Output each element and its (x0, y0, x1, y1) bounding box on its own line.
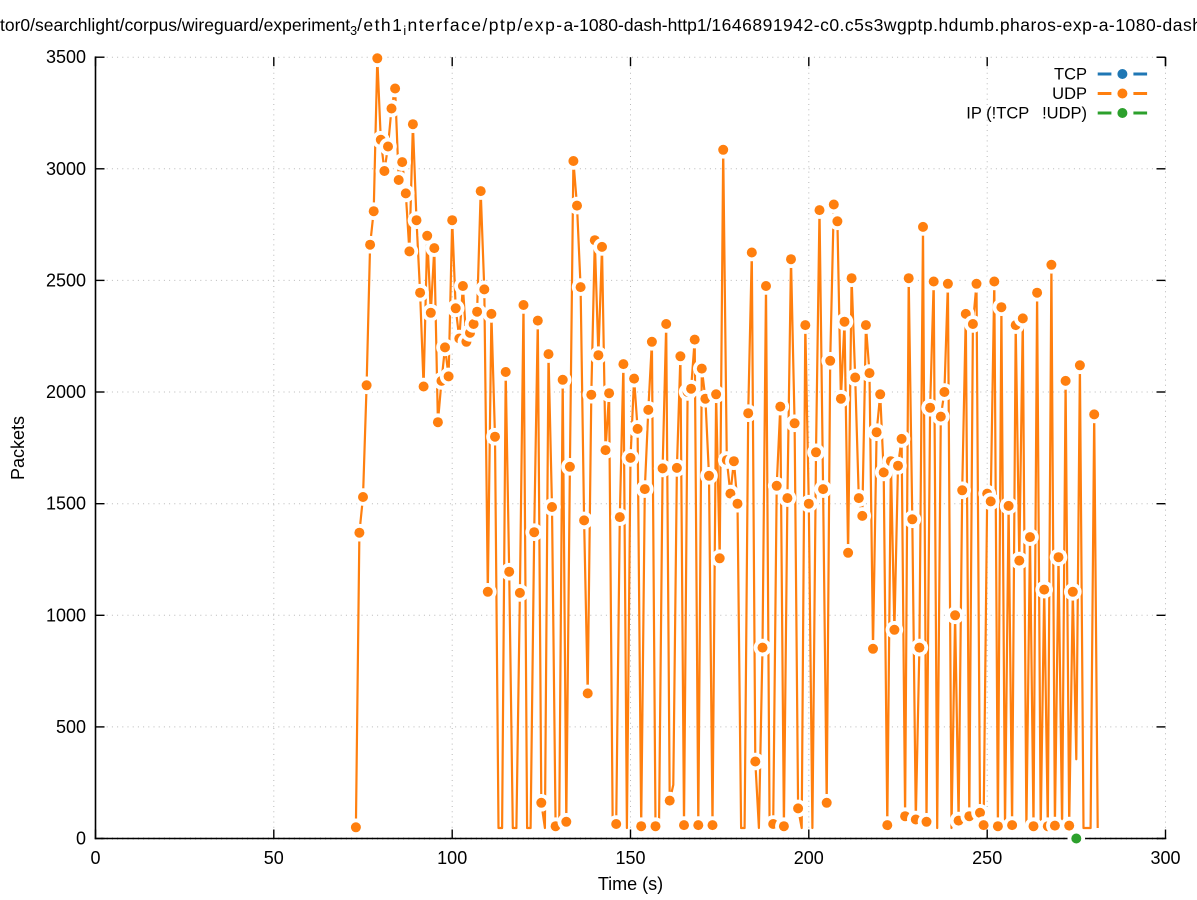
svg-text:50: 50 (264, 848, 284, 868)
svg-text:200: 200 (794, 848, 824, 868)
svg-text:IP (!TCP !UDP): IP (!TCP !UDP) (966, 105, 1087, 123)
svg-text:3500: 3500 (46, 47, 86, 67)
svg-text:100: 100 (437, 848, 467, 868)
svg-text:0: 0 (76, 829, 86, 849)
svg-text:2500: 2500 (46, 270, 86, 290)
svg-text:1500: 1500 (46, 494, 86, 514)
svg-text:Time (s): Time (s) (598, 874, 663, 894)
svg-text:3000: 3000 (46, 159, 86, 179)
svg-text:300: 300 (1150, 848, 1180, 868)
svg-text:150: 150 (615, 848, 645, 868)
svg-text:UDP: UDP (1052, 85, 1087, 103)
svg-text:TCP: TCP (1054, 66, 1087, 84)
svg-text:250: 250 (972, 848, 1002, 868)
svg-text:2000: 2000 (46, 382, 86, 402)
svg-text:500: 500 (56, 717, 86, 737)
svg-text:Packets: Packets (8, 416, 28, 480)
svg-text:0: 0 (90, 848, 100, 868)
svg-text:1000: 1000 (46, 605, 86, 625)
